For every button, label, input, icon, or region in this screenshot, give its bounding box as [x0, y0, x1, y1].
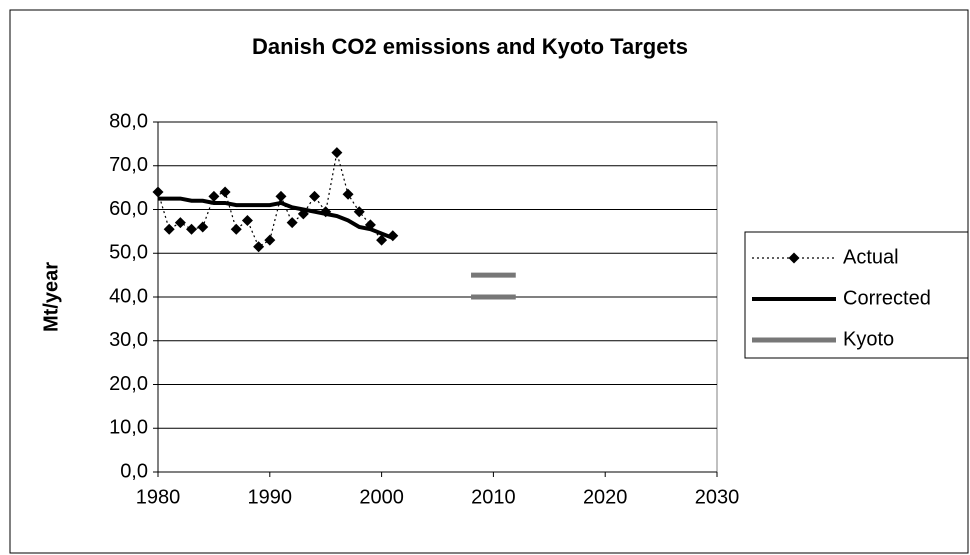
point: [309, 190, 321, 202]
y-tick-label: 0,0: [120, 460, 148, 482]
x-tick-label: 1990: [248, 486, 293, 508]
legend-box: [744, 231, 969, 359]
point: [186, 223, 198, 235]
series-line: [157, 152, 393, 248]
point: [219, 186, 231, 198]
legend-label: Corrected: [843, 287, 931, 309]
x-tick-label: 2030: [695, 486, 740, 508]
x-tick-label: 2010: [471, 486, 516, 508]
point: [275, 190, 287, 202]
x-tick-label: 2020: [583, 486, 628, 508]
y-tick-label: 20,0: [109, 373, 148, 395]
point: [152, 186, 164, 198]
point: [230, 223, 242, 235]
chart-title: Danish CO2 emissions and Kyoto Targets: [252, 34, 688, 59]
y-tick-label: 70,0: [109, 154, 148, 176]
y-axis-label: Mt/year: [40, 262, 62, 332]
x-tick-label: 1980: [136, 486, 181, 508]
series-line: [158, 196, 394, 240]
legend-label: Actual: [843, 246, 899, 268]
point: [342, 188, 354, 200]
x-tick-label: 2000: [359, 486, 404, 508]
point: [197, 221, 209, 233]
point: [174, 217, 186, 229]
point: [163, 223, 175, 235]
point: [208, 190, 220, 202]
legend-marker: [788, 252, 800, 264]
point: [253, 241, 265, 253]
y-tick-label: 80,0: [109, 110, 148, 132]
point: [376, 234, 388, 246]
point: [241, 214, 253, 226]
y-tick-label: 60,0: [109, 198, 148, 220]
point: [353, 206, 365, 218]
point: [286, 217, 298, 229]
y-tick-label: 10,0: [109, 417, 148, 439]
point: [331, 147, 343, 159]
y-tick-label: 30,0: [109, 329, 148, 351]
y-tick-label: 50,0: [109, 242, 148, 264]
series-line: [471, 272, 516, 300]
y-tick-label: 40,0: [109, 285, 148, 307]
legend-label: Kyoto: [843, 328, 894, 350]
point: [264, 234, 276, 246]
